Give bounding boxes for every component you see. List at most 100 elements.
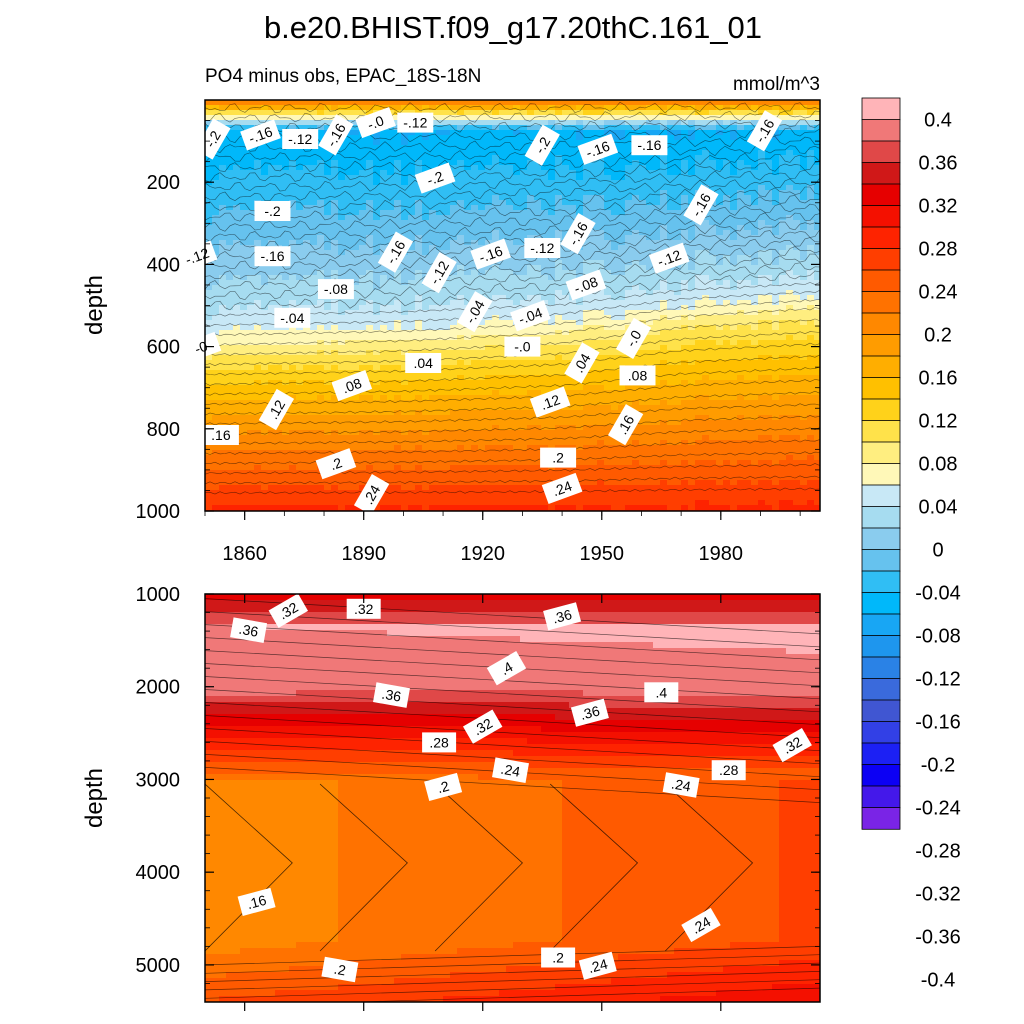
contour-label: -.2 <box>414 162 456 194</box>
contour-label: .36 <box>230 617 268 644</box>
colorbar-box <box>861 291 901 314</box>
colorbar-box <box>861 398 901 422</box>
contour-label: -.16 <box>577 133 619 165</box>
contour-label: -.0 <box>615 317 652 359</box>
contour-label: .16 <box>607 404 644 446</box>
colorbar-box <box>861 183 901 207</box>
contour-label: -.12 <box>524 238 561 258</box>
chart-title: b.e20.BHIST.f09_g17.20thC.161_01 <box>264 10 762 45</box>
colorbar-level-label: 0.36 <box>919 153 958 175</box>
contour-label: -.08 <box>565 269 607 301</box>
upper-x-tick-label: 1950 <box>580 543 625 565</box>
contour-label: .08 <box>619 365 656 386</box>
contour-label: .24 <box>492 757 529 784</box>
contour-label: .16 <box>237 887 276 916</box>
lower-y-tick-label: 5000 <box>136 955 181 977</box>
contour-label: .24 <box>578 951 617 980</box>
contour-label: .2 <box>321 956 359 983</box>
contour-label: .32 <box>772 727 812 763</box>
contour-label: .36 <box>373 682 410 708</box>
colorbar-box <box>861 140 901 164</box>
contour-label: -.2 <box>195 118 231 160</box>
lower-panel-fill <box>205 594 820 1002</box>
contour-label: -.2 <box>254 201 291 221</box>
colorbar-level-label: 0.04 <box>919 497 958 519</box>
contour-label: -.16 <box>746 110 783 152</box>
colorbar-labels: 0.4 0.36 0.32 0.28 0.24 0.2 0.16 0.12 0.08 0.04 0 -… <box>915 110 961 992</box>
lower-y-tick-label: 1000 <box>136 584 181 606</box>
upper-panel: -.2 -.16 -.12 -.16 -.0 -.12-.2 -.16 -.16 -.16-.2… <box>81 99 821 565</box>
contour-label: .16 <box>202 425 239 445</box>
contour-label: -.2 <box>524 124 560 166</box>
colorbar-box <box>861 592 901 615</box>
colorbar: 0.4 0.36 0.32 0.28 0.24 0.2 0.16 0.12 0.08 0.04 0 -… <box>861 97 961 992</box>
chart-units: mmol/m^3 <box>733 74 820 95</box>
colorbar-level-label: 0.28 <box>919 239 958 261</box>
upper-y-tick-label: 400 <box>147 254 180 276</box>
colorbar-box <box>861 463 901 486</box>
contour-label: -.16 <box>377 231 414 273</box>
contour-label: .12 <box>529 386 571 418</box>
contour-label: .08 <box>331 370 373 402</box>
lower-y-axis-title: depth <box>81 768 108 828</box>
colorbar-box <box>861 377 901 400</box>
contour-label: .2 <box>540 447 577 468</box>
colorbar-box <box>861 484 901 508</box>
colorbar-box <box>861 549 901 572</box>
colorbar-box <box>861 570 901 594</box>
contour-label: -.0 <box>504 336 541 357</box>
colorbar-level-label: 0.16 <box>919 368 958 390</box>
contour-label: -.12 <box>397 112 434 133</box>
colorbar-box <box>861 742 901 766</box>
colorbar-level-label: -0.2 <box>921 755 955 777</box>
colorbar-level-label: 0.4 <box>924 110 952 132</box>
contour-label: .2 <box>541 947 576 968</box>
colorbar-level-label: 0.12 <box>919 411 958 433</box>
upper-y-tick-label: 800 <box>147 419 180 441</box>
colorbar-level-label: -0.04 <box>915 583 961 605</box>
colorbar-level-label: -0.24 <box>915 798 961 820</box>
colorbar-box <box>861 226 901 250</box>
contour-label: -.16 <box>631 135 668 156</box>
colorbar-box <box>861 678 901 701</box>
colorbar-level-label: 0.2 <box>924 325 952 347</box>
colorbar-box <box>861 119 901 142</box>
colorbar-box <box>861 613 901 637</box>
contour-label: .24 <box>681 907 721 943</box>
colorbar-box <box>861 269 901 293</box>
upper-x-tick-label: 1920 <box>460 543 505 565</box>
colorbar-level-label: -0.28 <box>915 841 961 863</box>
contour-label: .2 <box>424 772 463 801</box>
colorbar-box <box>861 97 901 121</box>
upper-x-tick-label: 1860 <box>222 543 267 565</box>
contour-label: -.04 <box>274 307 311 328</box>
contour-label: -.0 <box>355 107 396 139</box>
colorbar-box <box>861 699 901 723</box>
lower-panel: .32.32.36.36.4.4.36.36.32.28.24.2.32.28.… <box>81 584 821 1011</box>
colorbar-box <box>861 248 901 271</box>
upper-y-axis-title: depth <box>81 275 108 335</box>
colorbar-box <box>861 506 901 529</box>
colorbar-box <box>861 334 901 357</box>
contour-label: .36 <box>570 698 609 727</box>
colorbar-level-label: -0.16 <box>915 712 961 734</box>
lower-panel-contours <box>205 598 820 1002</box>
contour-label: .32 <box>268 593 309 628</box>
upper-y-tick-label: 1000 <box>136 501 181 523</box>
contour-label: .2 <box>315 448 357 480</box>
upper-x-tick-label: 1980 <box>699 543 744 565</box>
colorbar-box <box>861 441 901 465</box>
contour-label: .32 <box>462 709 503 744</box>
contour-label: .28 <box>711 760 746 781</box>
contour-label: .24 <box>662 772 700 798</box>
upper-panel-ticks: 200 400 600 800 1000 1860 1890 1920 1950 1980 <box>136 99 820 565</box>
upper-panel-contour-labels: -.2 -.16 -.12 -.16 -.0 -.12-.2 -.16 -.16 -.16-.2… <box>176 107 783 516</box>
contour-label: .36 <box>543 602 582 631</box>
colorbar-level-label: 0 <box>932 540 943 562</box>
colorbar-level-label: 0.08 <box>919 454 958 476</box>
colorbar-box <box>861 785 901 809</box>
colorbar-level-label: -0.4 <box>921 970 955 992</box>
colorbar-box <box>861 807 901 830</box>
colorbar-level-label: 0.32 <box>919 196 958 218</box>
